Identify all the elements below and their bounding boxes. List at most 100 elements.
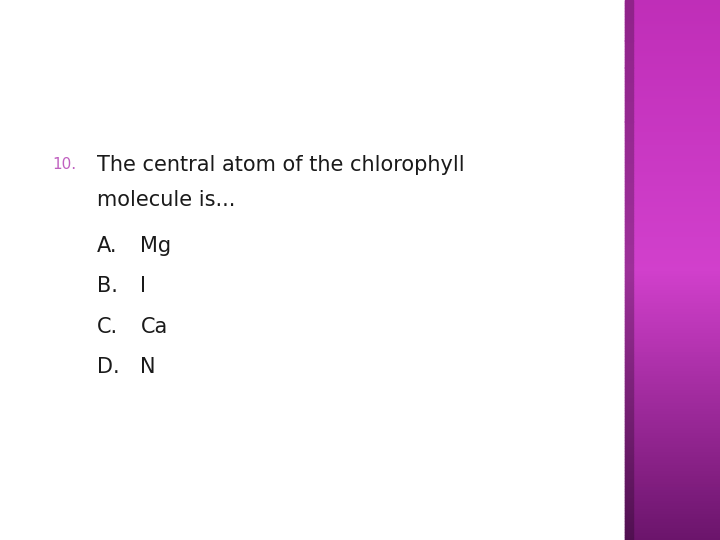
Bar — [625, 508, 633, 510]
Bar — [625, 316, 633, 319]
Bar — [625, 81, 720, 84]
Bar — [625, 440, 720, 443]
Bar — [625, 413, 633, 416]
Text: B.: B. — [97, 276, 118, 296]
Bar — [625, 240, 720, 243]
Bar — [625, 54, 720, 57]
Bar — [625, 348, 720, 351]
Bar — [625, 170, 633, 173]
Bar — [625, 424, 633, 427]
Bar — [625, 292, 720, 294]
Bar — [625, 386, 633, 389]
Bar — [625, 105, 720, 108]
Bar — [625, 389, 720, 392]
Bar — [625, 127, 720, 130]
Bar — [625, 537, 720, 540]
Bar — [625, 265, 720, 267]
Bar — [625, 197, 720, 200]
Bar — [625, 35, 720, 38]
Bar — [625, 216, 720, 219]
Bar — [625, 456, 633, 459]
Bar — [625, 54, 633, 57]
Bar — [625, 148, 720, 151]
Bar — [625, 319, 633, 321]
Bar — [625, 43, 720, 46]
Bar — [625, 483, 633, 486]
Bar — [625, 46, 633, 49]
Bar — [625, 421, 720, 424]
Bar — [625, 19, 633, 22]
Bar — [625, 238, 720, 240]
Bar — [625, 200, 633, 202]
Bar — [625, 46, 720, 49]
Bar — [625, 359, 633, 362]
Bar — [625, 51, 720, 54]
Bar — [625, 462, 720, 464]
Bar — [625, 362, 633, 364]
Bar — [625, 22, 633, 24]
Bar — [625, 378, 720, 381]
Bar — [625, 24, 633, 27]
Bar — [625, 81, 633, 84]
Bar — [625, 119, 633, 122]
Bar — [625, 394, 720, 397]
Bar — [625, 362, 720, 364]
Bar — [625, 100, 633, 103]
Bar — [625, 113, 720, 116]
Bar — [625, 310, 720, 313]
Bar — [625, 470, 633, 472]
Bar — [625, 22, 720, 24]
Bar — [625, 151, 720, 154]
Bar — [625, 524, 720, 526]
Bar — [625, 124, 633, 127]
Bar — [625, 526, 720, 529]
Bar — [625, 165, 633, 167]
Bar — [625, 432, 633, 435]
Bar — [625, 76, 633, 78]
Bar — [625, 265, 633, 267]
Bar — [625, 246, 720, 248]
Bar — [625, 157, 720, 159]
Bar — [625, 446, 720, 448]
Bar — [625, 410, 633, 413]
Bar — [625, 448, 633, 451]
Bar — [625, 78, 633, 81]
Bar — [625, 162, 720, 165]
Bar — [625, 351, 720, 354]
Bar — [625, 367, 633, 370]
Bar — [625, 532, 633, 535]
Bar — [625, 275, 720, 278]
Bar — [625, 316, 720, 319]
Bar — [625, 127, 633, 130]
Bar — [625, 432, 720, 435]
Bar — [625, 500, 633, 502]
Bar — [625, 502, 633, 505]
Bar — [625, 254, 720, 256]
Bar — [625, 394, 633, 397]
Bar — [625, 157, 633, 159]
Bar — [625, 321, 633, 324]
Bar — [625, 459, 720, 462]
Bar — [625, 475, 633, 478]
Text: Mg: Mg — [140, 235, 171, 256]
Bar — [625, 435, 720, 437]
Bar — [625, 132, 720, 135]
Bar — [625, 346, 720, 348]
Bar — [625, 521, 633, 524]
Bar — [625, 535, 720, 537]
Bar — [625, 494, 720, 497]
Bar — [625, 472, 633, 475]
Bar — [625, 435, 633, 437]
Bar — [625, 343, 633, 346]
Bar — [625, 108, 720, 111]
Bar — [625, 159, 720, 162]
Bar — [625, 165, 720, 167]
Bar — [625, 186, 720, 189]
Bar — [625, 146, 633, 148]
Bar — [625, 224, 633, 227]
Bar — [625, 181, 633, 184]
Bar — [625, 19, 720, 22]
Bar — [625, 286, 720, 289]
Bar — [625, 489, 720, 491]
Bar — [625, 386, 720, 389]
